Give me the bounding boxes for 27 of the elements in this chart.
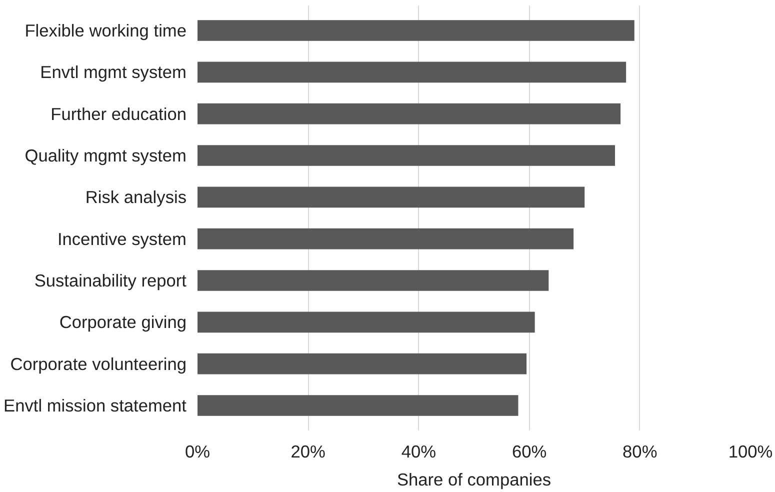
bar <box>198 353 527 374</box>
x-tick-label: 40% <box>401 442 436 462</box>
bar <box>198 312 535 333</box>
y-tick-label: Flexible working time <box>24 20 187 40</box>
y-tick-label: Envtl mgmt system <box>40 62 187 82</box>
y-tick-label: Quality mgmt system <box>24 146 187 166</box>
y-tick-label: Risk analysis <box>85 187 187 208</box>
bar <box>198 145 616 166</box>
x-tick-label: 100% <box>728 442 773 462</box>
x-tick-label: 0% <box>184 442 210 462</box>
bar <box>198 103 621 124</box>
y-tick-label: Incentive system <box>57 228 187 249</box>
x-tick-label: 20% <box>290 442 326 462</box>
y-tick-label: Corporate volunteering <box>10 354 187 374</box>
bar <box>198 186 585 208</box>
bar <box>198 62 626 83</box>
bar <box>198 395 518 416</box>
x-tick-label: 80% <box>622 442 658 462</box>
y-tick-label: Sustainability report <box>34 270 187 290</box>
y-tick-label: Envtl mission statement <box>4 396 187 416</box>
bar <box>198 270 549 291</box>
bar <box>198 20 634 41</box>
x-axis-title: Share of companies <box>396 470 552 490</box>
y-tick-label: Corporate giving <box>59 312 187 332</box>
y-tick-label: Further education <box>50 104 187 124</box>
bar <box>198 228 574 250</box>
x-tick-label: 60% <box>512 442 547 462</box>
